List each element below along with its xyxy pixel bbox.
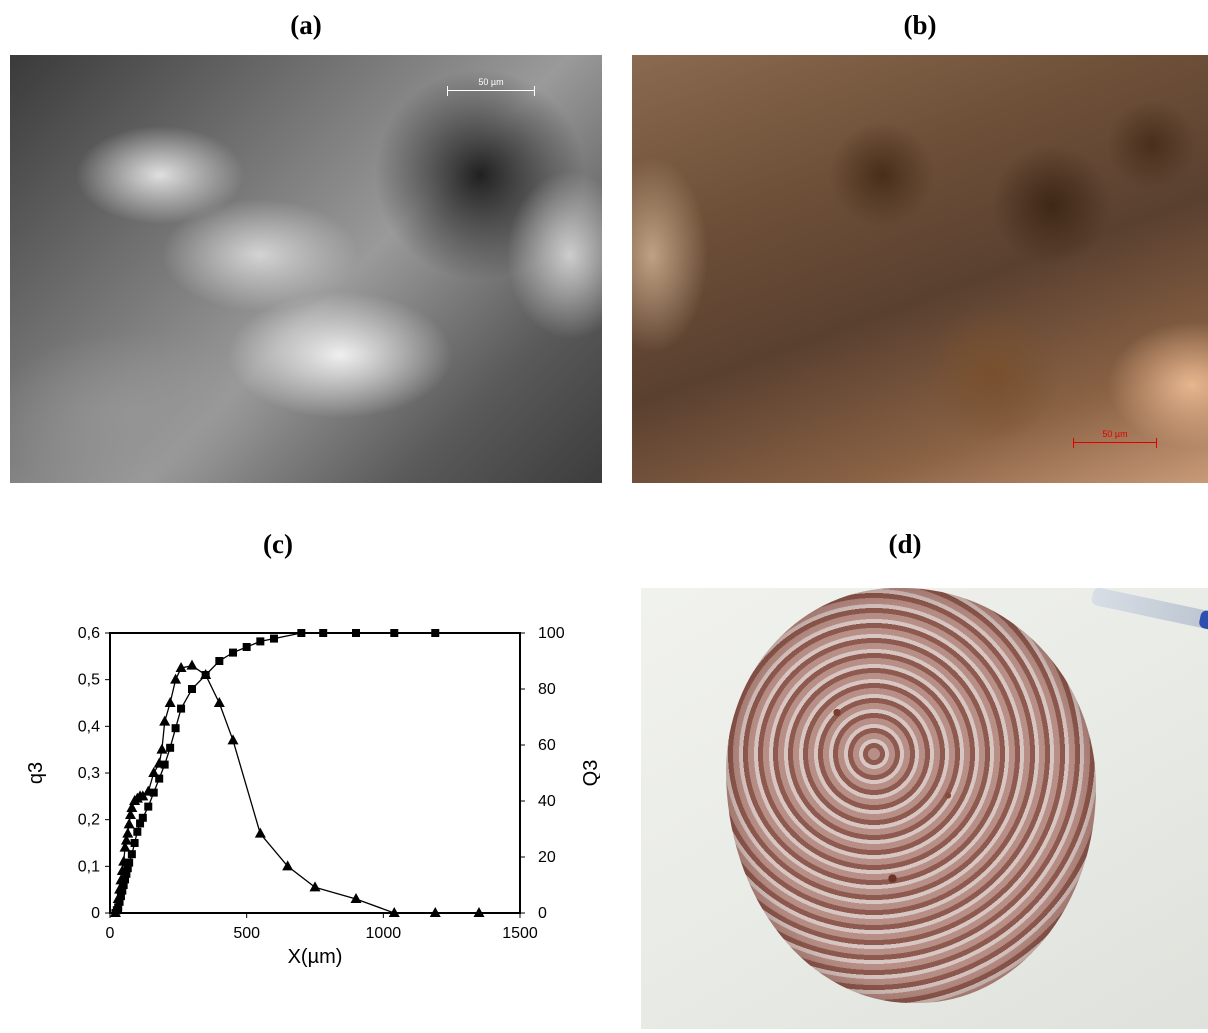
y-right-tick-label: 40 <box>538 793 556 810</box>
y-right-tick-label: 80 <box>538 681 556 698</box>
square-marker <box>125 858 134 867</box>
square-marker <box>138 813 147 822</box>
square-marker <box>352 629 360 637</box>
square-marker <box>127 850 136 859</box>
triangle-marker <box>122 827 134 838</box>
scale-bar-a: 50 µm <box>447 77 535 96</box>
triangle-marker <box>119 841 131 852</box>
square-marker <box>130 839 139 847</box>
plot-frame <box>109 632 521 914</box>
triangle-marker <box>186 659 198 670</box>
square-marker <box>256 637 265 646</box>
triangle-marker <box>137 790 149 801</box>
panel-label-a: (a) <box>290 10 322 40</box>
triangle-marker <box>429 907 441 917</box>
square-marker <box>116 892 125 901</box>
triangle-marker <box>120 834 132 845</box>
panel-label-d: (d) <box>888 529 922 559</box>
x-tick-label: 1500 <box>502 925 538 942</box>
square-marker <box>229 648 237 657</box>
triangle-marker <box>254 827 266 838</box>
square-marker <box>121 875 130 884</box>
pen-cap <box>1198 609 1208 633</box>
square-marker <box>177 704 186 713</box>
square-marker <box>242 643 251 651</box>
y-right-tick-label: 60 <box>538 737 556 754</box>
panel-label-c: (c) <box>263 529 293 559</box>
x-tick-label: 500 <box>233 925 260 942</box>
square-marker <box>122 869 131 878</box>
triangle-marker <box>164 697 176 707</box>
triangle-marker <box>125 809 136 819</box>
y-left-tick-label: 0,5 <box>78 672 100 689</box>
scale-bar-label-b: 50 µm <box>1102 429 1128 439</box>
square-marker <box>188 685 196 693</box>
square-marker <box>115 897 124 906</box>
triangle-marker <box>388 907 400 917</box>
y-right-tick-label: 20 <box>538 849 556 866</box>
sem-micrograph: 50 µm <box>10 55 602 483</box>
optical-micrograph: 50 µm <box>632 55 1208 483</box>
y-left-tick-label: 0,4 <box>78 718 100 735</box>
triangle-marker <box>213 697 225 707</box>
square-marker <box>136 819 145 828</box>
square-marker <box>114 903 123 912</box>
triangle-marker <box>350 893 362 903</box>
square-marker <box>171 724 180 733</box>
square-marker <box>431 629 440 637</box>
x-tick-label: 0 <box>106 925 115 942</box>
triangle-marker <box>126 802 138 812</box>
triangle-marker <box>123 818 135 829</box>
square-marker <box>160 760 169 769</box>
square-marker <box>144 802 153 811</box>
y-right-tick-label: 100 <box>538 625 565 642</box>
y-left-tick-label: 0,1 <box>78 858 100 875</box>
sample-photo <box>641 588 1208 1029</box>
y-left-axis-title: q3 <box>25 762 47 784</box>
square-marker <box>149 788 158 797</box>
square-marker <box>215 657 224 665</box>
y-left-tick-label: 0,6 <box>78 625 100 642</box>
square-marker <box>133 827 142 836</box>
triangle-marker <box>473 907 485 917</box>
triangle-marker <box>156 743 168 754</box>
triangle-marker <box>227 734 239 745</box>
rock-sample <box>726 588 1096 1003</box>
triangle-marker <box>309 881 321 892</box>
square-marker <box>123 864 132 873</box>
square-marker <box>201 671 210 679</box>
square-marker <box>319 629 328 637</box>
square-marker <box>118 886 127 895</box>
square-marker <box>166 743 175 752</box>
y-right-axis-title: Q3 <box>580 760 600 787</box>
square-marker <box>390 629 399 637</box>
triangle-marker <box>170 673 182 684</box>
square-marker <box>119 881 128 889</box>
square-marker <box>155 774 164 783</box>
x-tick-label: 1000 <box>366 925 402 942</box>
panel-label-b: (b) <box>903 10 937 40</box>
x-axis-title: X(µm) <box>288 946 343 968</box>
square-marker <box>270 634 278 643</box>
y-left-tick-label: 0,3 <box>78 765 100 782</box>
series-line-square <box>114 632 436 914</box>
scale-bar-label-a: 50 µm <box>478 77 504 87</box>
square-marker <box>297 629 306 637</box>
scale-bar-b: 50 µm <box>1073 429 1157 448</box>
y-right-tick-label: 0 <box>538 905 547 922</box>
triangle-marker <box>282 860 294 871</box>
y-left-tick-label: 0 <box>91 905 100 922</box>
y-left-tick-label: 0,2 <box>78 812 100 829</box>
triangle-marker <box>148 767 160 777</box>
triangle-marker <box>175 662 187 672</box>
triangle-marker <box>159 715 171 726</box>
pen <box>1090 588 1208 633</box>
